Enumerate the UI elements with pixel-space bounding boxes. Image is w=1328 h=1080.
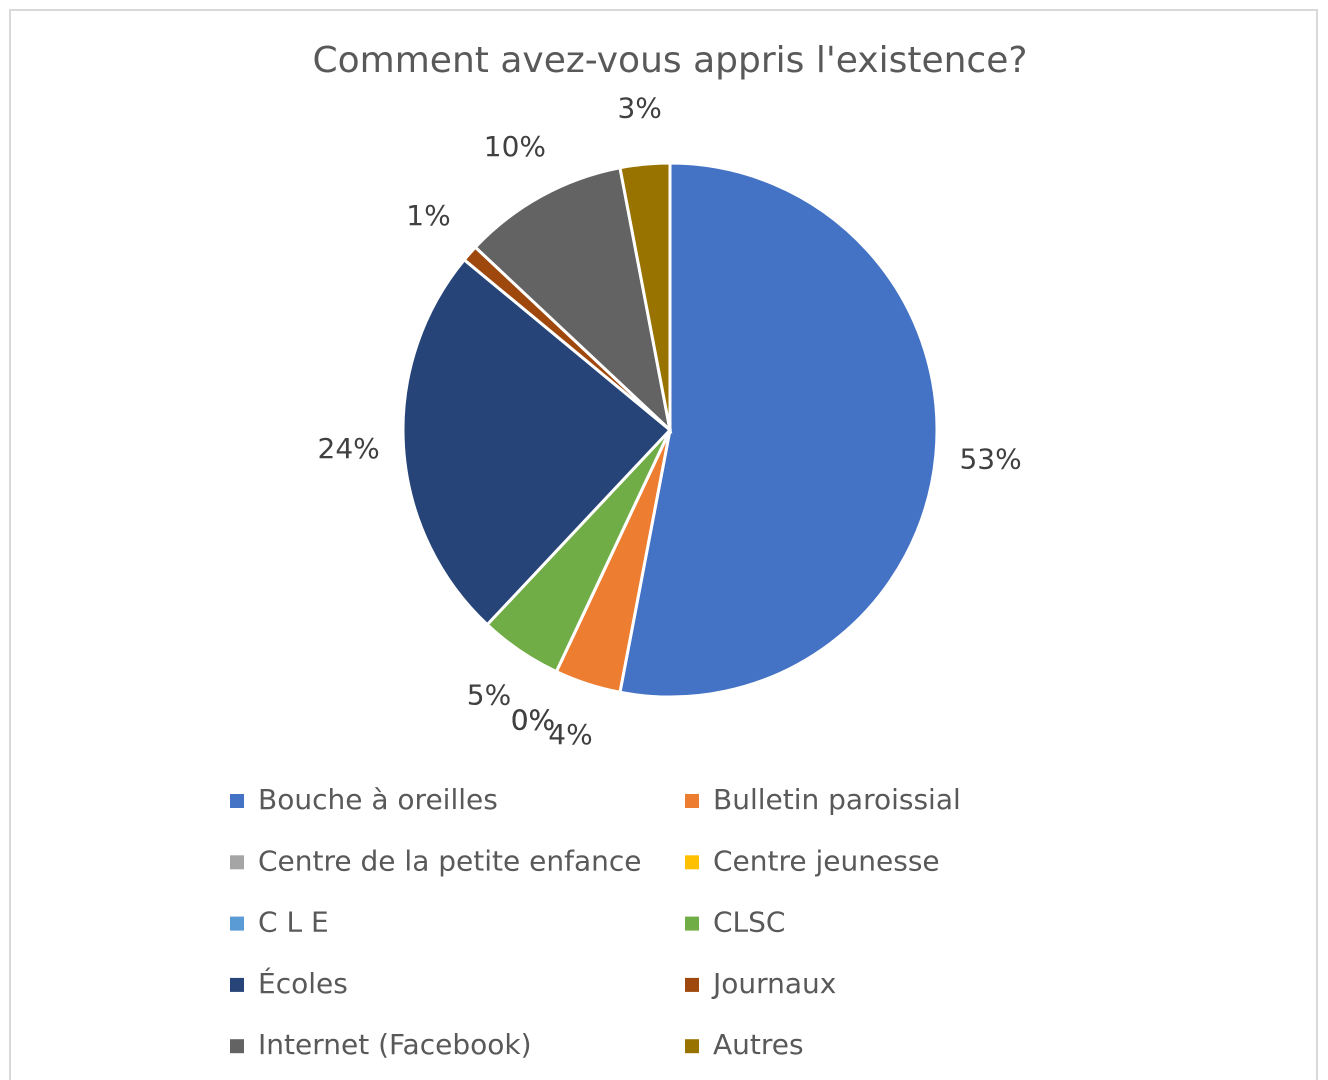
legend-label: Internet (Facebook) xyxy=(258,1028,532,1061)
legend-swatch xyxy=(230,794,244,808)
legend-label: Bouche à oreilles xyxy=(258,783,498,816)
legend-swatch xyxy=(685,916,699,931)
legend-label: C L E xyxy=(258,906,329,939)
chart-title: Comment avez-vous appris l'existence? xyxy=(313,40,1028,81)
legend-label: Bulletin paroissial xyxy=(713,783,961,816)
legend-swatch xyxy=(230,977,244,992)
legend-swatch xyxy=(230,916,244,931)
pie-slice xyxy=(401,257,673,627)
data-label: 10% xyxy=(484,130,546,163)
pie-slice xyxy=(618,161,939,699)
pie-slice xyxy=(618,161,672,431)
data-label: 24% xyxy=(318,432,380,465)
data-label: 0% xyxy=(511,703,555,736)
legend-label: Centre de la petite enfance xyxy=(258,844,641,877)
data-label: 0% xyxy=(511,703,555,736)
data-label: 5% xyxy=(467,678,511,711)
legend-swatch xyxy=(230,855,244,870)
legend-swatch xyxy=(685,855,699,870)
legend-label: Journaux xyxy=(711,967,836,1000)
legend-label: CLSC xyxy=(713,906,785,939)
legend-label: Écoles xyxy=(258,966,348,1000)
data-label: 0% xyxy=(511,703,555,736)
data-label: 53% xyxy=(959,442,1021,475)
data-label: 1% xyxy=(406,199,450,232)
legend-swatch xyxy=(230,1039,244,1054)
legend-label: Centre jeunesse xyxy=(713,844,940,877)
legend-swatch xyxy=(685,1039,699,1054)
legend-label: Autres xyxy=(713,1028,804,1061)
data-label: 4% xyxy=(548,718,592,751)
legend-swatch xyxy=(685,794,699,808)
legend-swatch xyxy=(685,977,699,992)
data-label: 3% xyxy=(617,91,661,124)
pie-slice xyxy=(473,165,673,435)
